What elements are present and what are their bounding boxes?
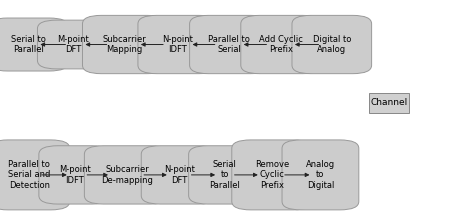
Text: N-point
DFT: N-point DFT: [164, 165, 195, 185]
FancyBboxPatch shape: [0, 18, 68, 71]
FancyBboxPatch shape: [189, 146, 261, 204]
Text: Digital to
Analog: Digital to Analog: [313, 35, 351, 54]
FancyBboxPatch shape: [368, 93, 409, 113]
FancyBboxPatch shape: [141, 146, 218, 204]
Text: N-point
IDFT: N-point IDFT: [162, 35, 193, 54]
FancyBboxPatch shape: [0, 140, 70, 210]
FancyBboxPatch shape: [292, 15, 372, 74]
Text: Serial
to
Parallel: Serial to Parallel: [209, 160, 240, 190]
Text: Parallel to
Serial: Parallel to Serial: [209, 35, 250, 54]
FancyBboxPatch shape: [84, 146, 170, 204]
FancyBboxPatch shape: [39, 146, 111, 204]
FancyBboxPatch shape: [282, 140, 359, 210]
Text: Channel: Channel: [370, 98, 407, 107]
Text: M-point
IDFT: M-point IDFT: [59, 165, 91, 185]
Text: Subcarrier
De-mapping: Subcarrier De-mapping: [101, 165, 153, 185]
Text: M-point
DFT: M-point DFT: [58, 35, 89, 54]
Text: Add Cyclic
Prefix: Add Cyclic Prefix: [259, 35, 303, 54]
Text: Remove
Cyclic
Prefix: Remove Cyclic Prefix: [255, 160, 289, 190]
FancyBboxPatch shape: [82, 15, 166, 74]
FancyBboxPatch shape: [138, 15, 218, 74]
FancyBboxPatch shape: [37, 20, 109, 69]
Text: Analog
to
Digital: Analog to Digital: [306, 160, 335, 190]
FancyBboxPatch shape: [190, 15, 269, 74]
Text: Serial to
Parallel: Serial to Parallel: [11, 35, 46, 54]
FancyBboxPatch shape: [232, 140, 312, 210]
FancyBboxPatch shape: [241, 15, 321, 74]
Text: Subcarrier
Mapping: Subcarrier Mapping: [102, 35, 146, 54]
Text: Parallel to
Serial and
Detection: Parallel to Serial and Detection: [8, 160, 51, 190]
